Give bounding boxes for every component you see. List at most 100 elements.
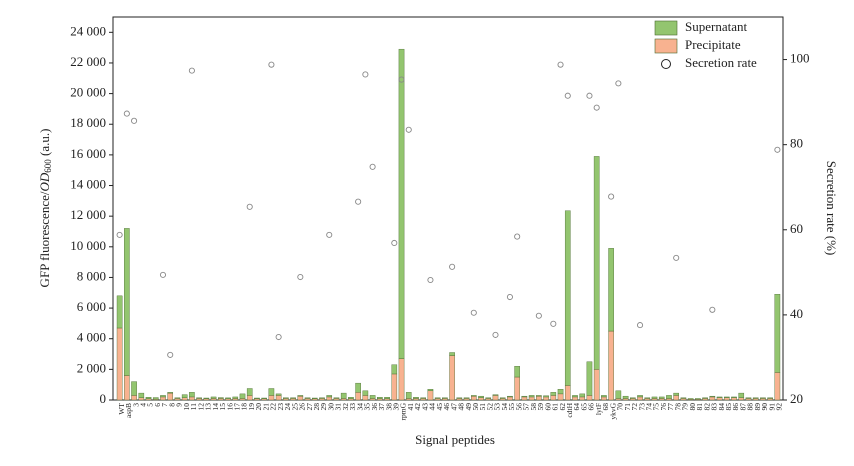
bar-segment: [630, 398, 636, 401]
scatter-point: [470, 309, 477, 316]
bar-segment: [304, 398, 311, 401]
x-tick-label: 22: [269, 403, 278, 411]
bar-segment: [543, 396, 549, 401]
x-axis-label: Signal peptides: [415, 432, 495, 447]
y2-tick-label: 60: [790, 221, 803, 236]
bar-segment: [268, 395, 275, 401]
bar-segment: [601, 396, 607, 401]
x-tick-label: 15: [218, 403, 227, 411]
bar-segment: [615, 390, 622, 399]
bar-segment: [658, 398, 665, 401]
bar-segment: [760, 397, 766, 399]
scatter-point: [167, 351, 174, 358]
y-tick-label: 16 000: [70, 146, 106, 161]
x-tick-label: WT: [117, 403, 126, 415]
scatter-point: [362, 71, 369, 78]
bar-segment: [145, 397, 152, 399]
bar-segment: [427, 390, 434, 401]
scatter-point: [355, 198, 362, 205]
y-label-prefix: GFP fluorescence/: [37, 191, 52, 287]
bar-segment: [405, 392, 412, 399]
y-tick-label: 18 000: [70, 115, 106, 130]
bar-segment: [232, 398, 239, 401]
bar-segment: [608, 330, 614, 401]
bar-segment: [637, 395, 643, 398]
bar-segment: [644, 397, 651, 399]
bar-segment: [326, 395, 333, 398]
bar-segment: [246, 395, 253, 401]
x-tick-label: aspB: [124, 403, 133, 418]
bar-segment: [557, 393, 564, 401]
scatter-point: [391, 239, 398, 247]
scatter-point: [405, 126, 412, 133]
x-tick-label: 79: [681, 403, 690, 411]
bar-segment: [745, 397, 752, 399]
bar-segment: [275, 393, 282, 396]
bar-segment: [290, 398, 296, 401]
x-tick-label: 10: [182, 403, 191, 411]
bar-segment: [572, 395, 578, 398]
bar-segment: [716, 396, 723, 398]
x-tick-label: 88: [746, 403, 755, 411]
x-tick-label: 27: [305, 403, 314, 411]
x-tick-label: 83: [710, 403, 719, 411]
bar-segment: [355, 382, 361, 393]
scatter-point: [188, 67, 195, 74]
bar-segment: [384, 397, 390, 399]
x-tick-label: 51: [478, 403, 487, 411]
x-tick-label: 16: [225, 403, 234, 411]
x-tick-label: 55: [507, 403, 516, 411]
bar-segment: [420, 397, 427, 399]
bar-segment: [254, 397, 260, 399]
bar-segment: [427, 389, 434, 392]
x-tick-label: 58: [529, 403, 538, 411]
bar-segment: [572, 396, 578, 401]
x-tick-label: 11: [189, 403, 198, 410]
y-tick-label: 10 000: [70, 238, 106, 253]
y-tick-label: 14 000: [70, 177, 106, 192]
bar-segment: [283, 398, 289, 401]
bar-segment: [738, 392, 745, 398]
scatter-point: [427, 276, 434, 284]
x-tick-label: 65: [579, 403, 588, 411]
bar-segment: [210, 398, 217, 401]
bar-segment: [413, 397, 419, 399]
x-tick-label: 36: [370, 403, 379, 411]
bar-segment: [275, 395, 282, 401]
bar-segment: [485, 397, 492, 399]
bar-segment: [369, 398, 376, 401]
x-tick-label: 73: [637, 403, 646, 411]
y2-tick-label: 80: [790, 136, 803, 151]
x-tick-label: 91: [767, 403, 776, 411]
bar-segment: [152, 397, 159, 400]
x-tick-label: 60: [543, 403, 552, 411]
bar-segment: [391, 364, 398, 375]
bar-segment: [297, 395, 304, 401]
x-tick-label: 42: [413, 403, 422, 411]
bar-segment: [521, 396, 528, 401]
x-tick-label: 30: [326, 403, 335, 411]
bar-segment: [608, 248, 614, 332]
bar-segment: [340, 392, 347, 399]
bar-segment: [767, 397, 773, 399]
bar-segment: [442, 398, 448, 401]
scatter-point: [514, 233, 521, 240]
bar-segment: [507, 395, 513, 398]
bar-segment: [442, 397, 448, 399]
bar-segment: [499, 398, 506, 401]
legend-label: Precipitate: [685, 37, 741, 52]
bar-segment: [362, 395, 369, 401]
bar-segment: [536, 395, 542, 401]
x-tick-label: 8: [167, 403, 176, 407]
bar-segment: [709, 396, 716, 401]
y-tick-label: 2 000: [77, 360, 106, 375]
bar-segment: [507, 396, 513, 401]
y-label-sub: 600: [43, 159, 53, 173]
bar-segment: [492, 394, 499, 396]
bar-segment: [405, 398, 412, 401]
x-tick-label: 80: [688, 403, 697, 411]
x-tick-label: 34: [355, 403, 364, 411]
y-tick-label: 0: [100, 391, 107, 406]
bar-segment: [456, 397, 463, 399]
